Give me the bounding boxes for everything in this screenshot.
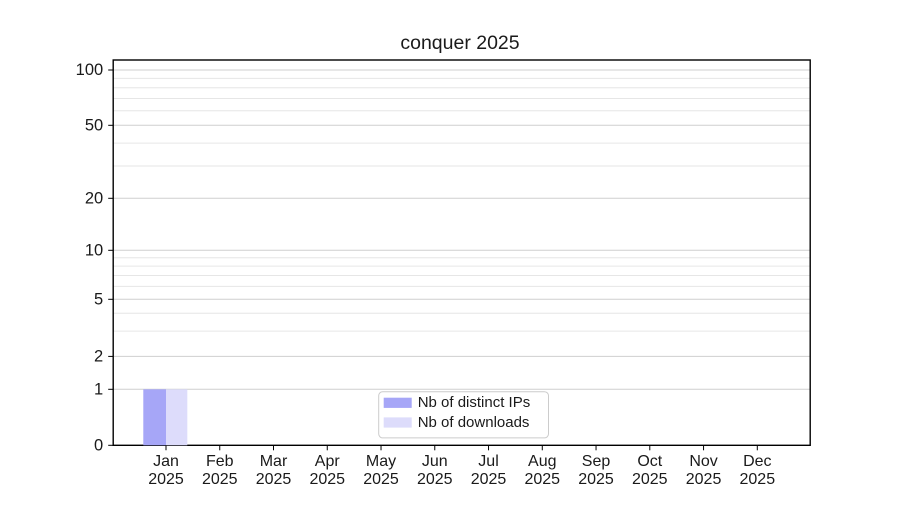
svg-text:2025: 2025: [363, 471, 399, 488]
svg-text:2025: 2025: [740, 471, 776, 488]
svg-text:2025: 2025: [256, 471, 292, 488]
svg-text:Dec: Dec: [743, 453, 771, 470]
svg-text:conquer 2025: conquer 2025: [400, 32, 519, 54]
svg-text:Sep: Sep: [582, 453, 611, 470]
svg-text:50: 50: [85, 116, 103, 134]
svg-text:Jul: Jul: [478, 453, 498, 470]
svg-text:Nb of distinct IPs: Nb of distinct IPs: [418, 394, 531, 411]
svg-text:2025: 2025: [632, 471, 668, 488]
svg-text:Nov: Nov: [689, 453, 717, 470]
svg-text:Mar: Mar: [260, 453, 288, 470]
svg-text:2025: 2025: [148, 471, 184, 488]
svg-text:2025: 2025: [578, 471, 614, 488]
svg-text:Feb: Feb: [206, 453, 234, 470]
svg-text:20: 20: [85, 189, 103, 207]
svg-text:1: 1: [94, 380, 103, 398]
svg-text:Aug: Aug: [528, 453, 556, 470]
svg-text:2025: 2025: [686, 471, 722, 488]
svg-text:2: 2: [94, 347, 103, 365]
svg-text:100: 100: [76, 61, 104, 79]
svg-text:Oct: Oct: [637, 453, 662, 470]
svg-text:2025: 2025: [309, 471, 345, 488]
svg-text:May: May: [366, 453, 396, 470]
svg-text:Apr: Apr: [315, 453, 341, 470]
svg-text:2025: 2025: [417, 471, 453, 488]
svg-text:10: 10: [85, 241, 103, 259]
svg-text:5: 5: [94, 290, 103, 308]
svg-text:0: 0: [94, 436, 103, 454]
svg-text:2025: 2025: [471, 471, 507, 488]
svg-text:Jan: Jan: [153, 453, 179, 470]
svg-text:Jun: Jun: [422, 453, 448, 470]
svg-text:Nb of downloads: Nb of downloads: [418, 414, 530, 431]
svg-text:2025: 2025: [524, 471, 560, 488]
svg-text:2025: 2025: [202, 471, 238, 488]
